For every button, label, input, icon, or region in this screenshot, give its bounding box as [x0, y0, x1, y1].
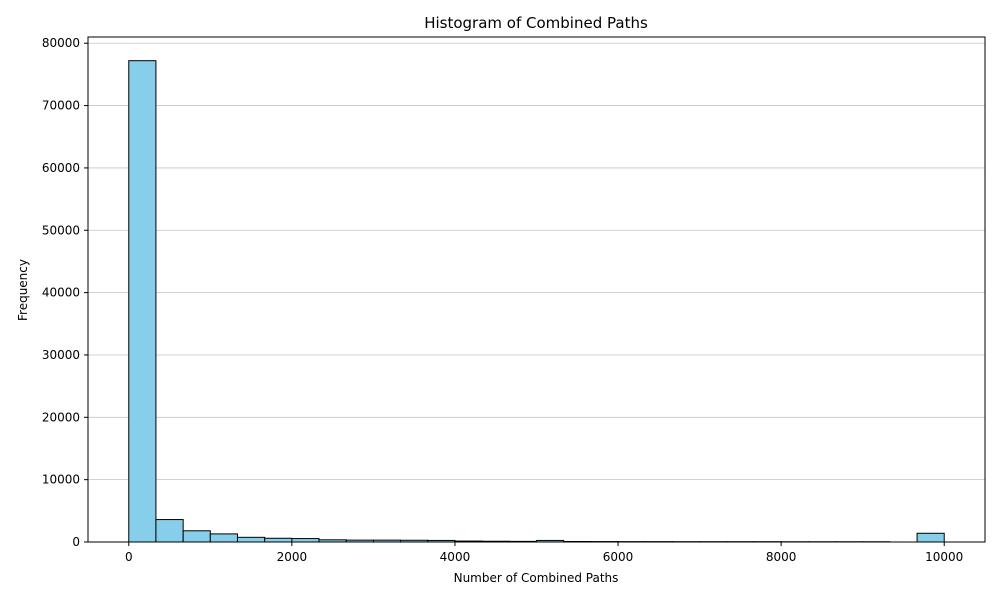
- y-tick-label: 60000: [42, 161, 80, 175]
- histogram-bar: [209, 533, 238, 543]
- histogram-bar: [264, 537, 293, 543]
- x-tick-label: 6000: [603, 550, 634, 564]
- bars: [128, 60, 945, 543]
- histogram-bar: [128, 60, 157, 543]
- plot-frame: [87, 36, 986, 543]
- histogram-bar: [291, 538, 320, 543]
- y-axis-label: Frequency: [16, 259, 30, 321]
- y-tick-label: 30000: [42, 348, 80, 362]
- y-tick-label: 40000: [42, 286, 80, 300]
- x-tick-label: 8000: [766, 550, 797, 564]
- x-tick-label: 4000: [440, 550, 471, 564]
- y-tick-label: 50000: [42, 223, 80, 237]
- x-tick-label: 2000: [277, 550, 308, 564]
- histogram-bar: [236, 536, 266, 543]
- y-tick-label: 0: [72, 535, 80, 549]
- grid-lines: [88, 42, 985, 543]
- x-axis-label: Number of Combined Paths: [454, 571, 619, 585]
- y-tick-label: 70000: [42, 99, 80, 113]
- y-tick-label: 80000: [42, 36, 80, 50]
- histogram-bar: [182, 530, 211, 543]
- chart-title: Histogram of Combined Paths: [424, 14, 648, 32]
- y-axis-ticks: 0 10000 20000 30000 40000 50000 60000 70000 8000…: [42, 36, 88, 549]
- y-tick-label: 20000: [42, 410, 80, 424]
- histogram-bar: [916, 532, 945, 543]
- x-tick-label: 10000: [925, 550, 963, 564]
- x-tick-label: 0: [125, 550, 133, 564]
- histogram-bar: [155, 519, 184, 543]
- x-axis-ticks: 0 2000 4000 6000 8000 10000: [125, 542, 963, 564]
- y-tick-label: 10000: [42, 473, 80, 487]
